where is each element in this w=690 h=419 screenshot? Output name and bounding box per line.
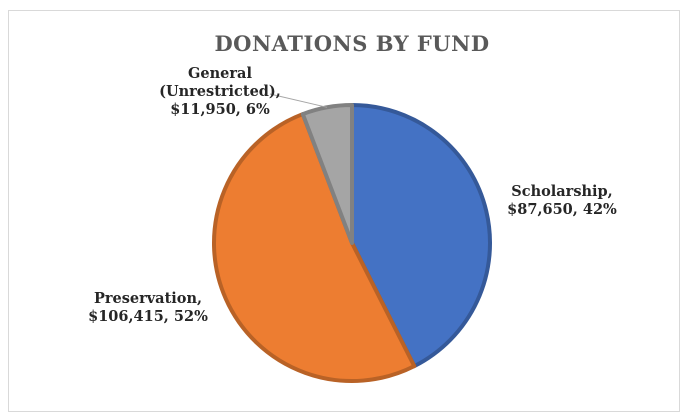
pie-slices [212, 103, 492, 383]
data-label-scholarship: Scholarship, $87,650, 42% [507, 183, 617, 218]
leader-line-general [269, 93, 328, 108]
leader-lines [269, 93, 328, 108]
pie-slice-scholarship [350, 103, 492, 369]
pie-slice-preservation [212, 112, 417, 383]
data-labels: Scholarship, $87,650, 42% Preservation, $10… [88, 65, 617, 325]
data-label-preservation: Preservation, $106,415, 52% [88, 290, 208, 325]
chart-title: DONATIONS BY FUND [214, 31, 489, 56]
data-label-general-unrestricted: General (Unrestricted), $11,950, 6% [159, 65, 281, 118]
